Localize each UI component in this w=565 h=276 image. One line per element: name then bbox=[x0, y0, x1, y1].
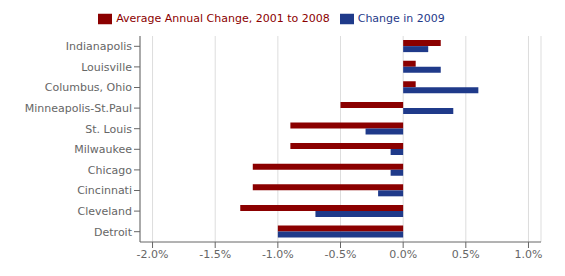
svg-text:Detroit: Detroit bbox=[94, 226, 133, 239]
svg-text:-2.0%: -2.0% bbox=[137, 248, 169, 261]
svg-text:Chicago: Chicago bbox=[88, 164, 132, 177]
svg-text:0.5%: 0.5% bbox=[452, 248, 480, 261]
svg-text:Minneapolis-St.Paul: Minneapolis-St.Paul bbox=[25, 102, 132, 115]
svg-text:0.0%: 0.0% bbox=[389, 248, 417, 261]
svg-text:-1.5%: -1.5% bbox=[199, 248, 231, 261]
svg-text:Cincinnati: Cincinnati bbox=[77, 184, 132, 197]
svg-text:1.0%: 1.0% bbox=[514, 248, 542, 261]
svg-text:Indianapolis: Indianapolis bbox=[66, 40, 133, 53]
html-text:Average Annual Change, 2001 to: Average Annual Change, 2001 to 2008 bbox=[116, 12, 330, 25]
svg-text:St. Louis: St. Louis bbox=[85, 123, 132, 136]
svg-text:Louisville: Louisville bbox=[81, 61, 132, 74]
svg-text:-1.0%: -1.0% bbox=[262, 248, 294, 261]
svg-text:Milwaukee: Milwaukee bbox=[74, 143, 132, 156]
svg-text:-0.5%: -0.5% bbox=[325, 248, 357, 261]
html-text:Change in 2009: Change in 2009 bbox=[357, 12, 445, 25]
svg-text:Columbus, Ohio: Columbus, Ohio bbox=[45, 81, 133, 94]
svg-text:Cleveland: Cleveland bbox=[77, 205, 132, 218]
